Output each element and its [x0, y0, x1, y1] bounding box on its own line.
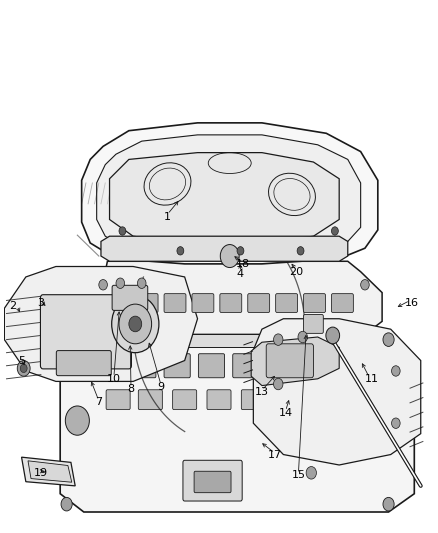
Circle shape [65, 406, 89, 435]
Circle shape [138, 278, 146, 288]
FancyBboxPatch shape [276, 390, 300, 410]
Text: 17: 17 [268, 449, 282, 459]
FancyBboxPatch shape [173, 390, 197, 410]
Polygon shape [97, 135, 360, 254]
Circle shape [119, 304, 152, 344]
Polygon shape [110, 152, 339, 243]
Text: 9: 9 [158, 382, 165, 392]
FancyBboxPatch shape [98, 354, 124, 378]
Text: 11: 11 [364, 374, 378, 384]
Text: 19: 19 [34, 468, 48, 478]
Polygon shape [60, 334, 414, 512]
Circle shape [177, 247, 184, 255]
Circle shape [273, 378, 283, 390]
Circle shape [237, 247, 244, 255]
FancyBboxPatch shape [164, 354, 190, 378]
FancyBboxPatch shape [207, 390, 231, 410]
FancyBboxPatch shape [304, 294, 325, 312]
Circle shape [20, 364, 27, 373]
Text: 7: 7 [95, 397, 102, 407]
FancyBboxPatch shape [192, 294, 214, 312]
FancyBboxPatch shape [266, 344, 314, 378]
FancyBboxPatch shape [57, 351, 111, 376]
Circle shape [326, 327, 339, 344]
Circle shape [17, 360, 30, 376]
Circle shape [61, 497, 72, 511]
Polygon shape [28, 461, 72, 482]
FancyBboxPatch shape [310, 390, 334, 410]
Circle shape [298, 332, 307, 343]
Text: 3: 3 [37, 298, 44, 308]
Circle shape [392, 366, 400, 376]
Polygon shape [251, 337, 339, 385]
FancyBboxPatch shape [267, 354, 293, 378]
Text: 14: 14 [279, 408, 293, 418]
Text: 15: 15 [291, 471, 305, 480]
FancyBboxPatch shape [344, 390, 368, 410]
Polygon shape [253, 319, 421, 465]
Circle shape [116, 278, 124, 288]
FancyBboxPatch shape [138, 390, 162, 410]
FancyBboxPatch shape [194, 471, 231, 492]
Text: 20: 20 [289, 266, 304, 277]
Circle shape [392, 418, 400, 429]
Circle shape [360, 279, 369, 290]
Text: 10: 10 [107, 374, 121, 384]
Text: 8: 8 [127, 384, 134, 394]
Polygon shape [97, 261, 382, 334]
FancyBboxPatch shape [241, 390, 265, 410]
FancyBboxPatch shape [387, 364, 414, 436]
Polygon shape [101, 236, 348, 261]
Circle shape [61, 333, 72, 346]
FancyBboxPatch shape [136, 294, 158, 312]
FancyBboxPatch shape [106, 390, 130, 410]
FancyBboxPatch shape [332, 294, 353, 312]
Circle shape [306, 466, 316, 479]
FancyBboxPatch shape [233, 354, 259, 378]
Text: 18: 18 [236, 259, 250, 269]
Circle shape [119, 227, 126, 235]
FancyBboxPatch shape [40, 295, 131, 369]
Polygon shape [21, 457, 75, 486]
Text: 5: 5 [18, 356, 25, 366]
Circle shape [129, 316, 142, 332]
Polygon shape [81, 123, 378, 264]
Circle shape [99, 279, 107, 290]
Circle shape [112, 295, 159, 353]
FancyBboxPatch shape [304, 314, 323, 333]
Text: 16: 16 [405, 298, 419, 308]
Text: 1: 1 [164, 212, 171, 222]
Circle shape [332, 227, 338, 235]
Polygon shape [4, 266, 198, 382]
Text: 4: 4 [237, 269, 244, 279]
Text: 13: 13 [255, 387, 269, 397]
FancyBboxPatch shape [336, 354, 362, 378]
Polygon shape [84, 334, 360, 348]
FancyBboxPatch shape [164, 294, 186, 312]
Text: 2: 2 [9, 301, 17, 311]
FancyBboxPatch shape [198, 354, 225, 378]
FancyBboxPatch shape [112, 285, 148, 310]
Circle shape [116, 319, 124, 329]
Circle shape [383, 333, 394, 346]
Circle shape [314, 319, 322, 329]
FancyBboxPatch shape [248, 294, 270, 312]
Circle shape [220, 245, 239, 268]
FancyBboxPatch shape [130, 354, 156, 378]
Circle shape [297, 247, 304, 255]
Circle shape [273, 334, 283, 345]
FancyBboxPatch shape [301, 354, 328, 378]
FancyBboxPatch shape [276, 294, 297, 312]
FancyBboxPatch shape [183, 461, 242, 501]
Circle shape [383, 497, 394, 511]
FancyBboxPatch shape [220, 294, 242, 312]
